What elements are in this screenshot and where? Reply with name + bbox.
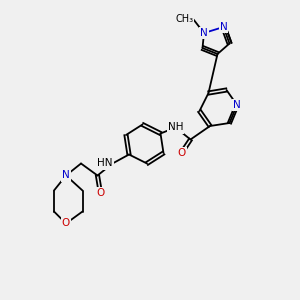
Text: O: O <box>96 188 105 199</box>
Text: N: N <box>200 28 208 38</box>
Text: N: N <box>233 100 241 110</box>
Text: NH: NH <box>168 122 183 133</box>
Text: CH₃: CH₃ <box>176 14 194 25</box>
Text: N: N <box>62 170 70 181</box>
Text: O: O <box>62 218 70 229</box>
Text: O: O <box>177 148 186 158</box>
Text: N: N <box>220 22 227 32</box>
Text: HN: HN <box>97 158 112 169</box>
